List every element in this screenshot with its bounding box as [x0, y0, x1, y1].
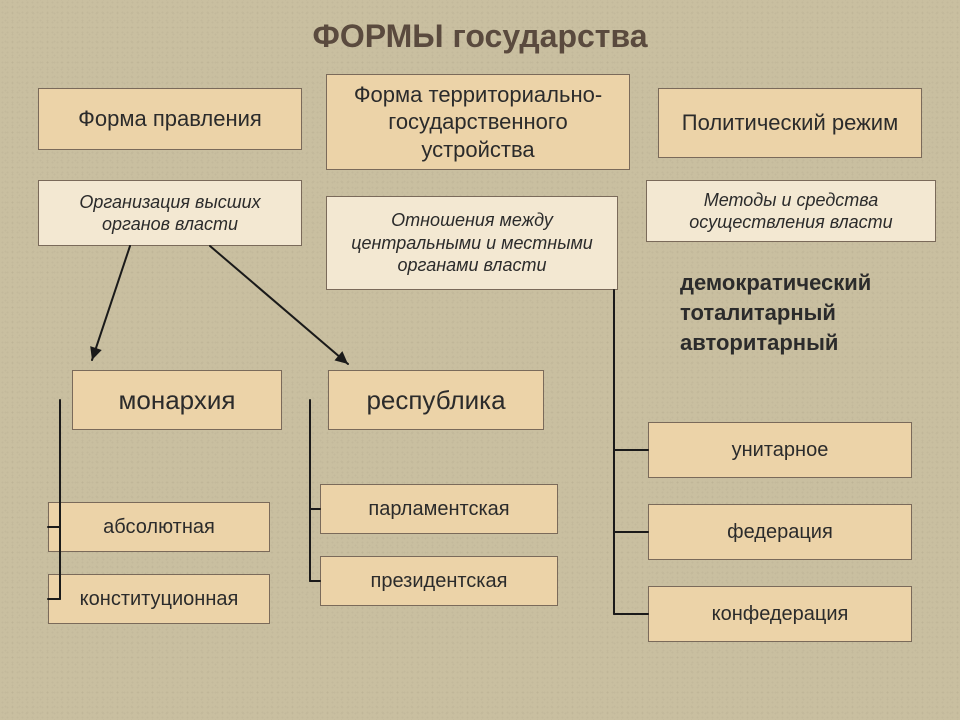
box-cat2: Форма территориально-государственного ус… — [326, 74, 630, 170]
box-cat3: Политический режим — [658, 88, 922, 158]
box-rep: республика — [328, 370, 544, 430]
regimes-item: авторитарный — [680, 328, 940, 358]
regimes-item: тоталитарный — [680, 298, 940, 328]
regimes-list: демократическийтоталитарныйавторитарный — [680, 268, 940, 358]
box-abs: абсолютная — [48, 502, 270, 552]
box-cat1: Форма правления — [38, 88, 302, 150]
regimes-item: демократический — [680, 268, 940, 298]
box-mon: монархия — [72, 370, 282, 430]
box-parl: парламентская — [320, 484, 558, 534]
diagram-stage: ФОРМЫ государства Форма правления Форма те… — [0, 0, 960, 720]
box-desc1: Организация высших органов власти — [38, 180, 302, 246]
box-fed: федерация — [648, 504, 912, 560]
diagram-title: ФОРМЫ государства — [270, 16, 690, 56]
box-unit: унитарное — [648, 422, 912, 478]
box-pres: президентская — [320, 556, 558, 606]
box-const: конституционная — [48, 574, 270, 624]
box-conf: конфедерация — [648, 586, 912, 642]
box-desc3: Методы и средства осуществления власти — [646, 180, 936, 242]
box-desc2: Отношения между центральными и местными … — [326, 196, 618, 290]
